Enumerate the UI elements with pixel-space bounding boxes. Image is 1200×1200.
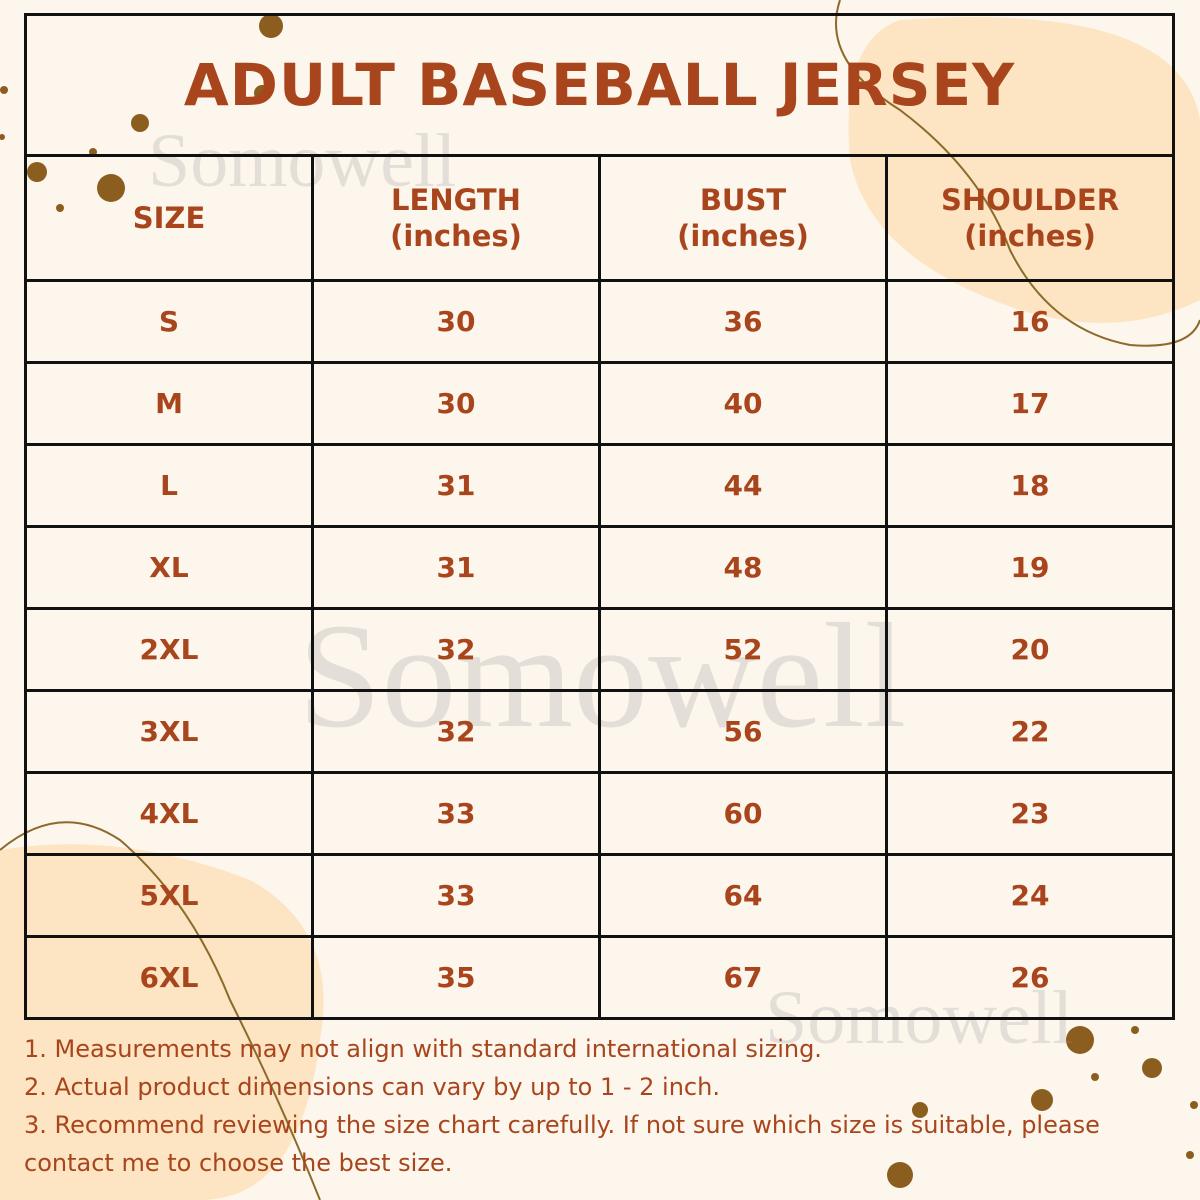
cell-length: 32 <box>311 689 601 774</box>
size-chart-table: ADULT BASEBALL JERSEY SIZE LENGTH (inches… <box>24 13 1175 1020</box>
header-shoulder: SHOULDER (inches) <box>885 154 1175 282</box>
note-2: 2. Actual product dimensions can vary by… <box>24 1073 720 1101</box>
cell-size: XL <box>24 525 314 610</box>
cell-shoulder: 20 <box>885 607 1175 692</box>
cell-bust: 48 <box>598 525 888 610</box>
cell-shoulder: 24 <box>885 853 1175 938</box>
cell-shoulder: 23 <box>885 771 1175 856</box>
table-row: 3XL 32 56 22 <box>24 689 1175 774</box>
cell-size: 2XL <box>24 607 314 692</box>
cell-shoulder: 16 <box>885 279 1175 364</box>
cell-length: 30 <box>311 279 601 364</box>
note-3: 3. Recommend reviewing the size chart ca… <box>24 1111 1100 1177</box>
cell-size: M <box>24 361 314 446</box>
cell-shoulder: 26 <box>885 935 1175 1020</box>
table-row: 4XL 33 60 23 <box>24 771 1175 856</box>
cell-size: 3XL <box>24 689 314 774</box>
cell-length: 32 <box>311 607 601 692</box>
cell-shoulder: 18 <box>885 443 1175 528</box>
cell-shoulder: 17 <box>885 361 1175 446</box>
cell-bust: 64 <box>598 853 888 938</box>
cell-size: S <box>24 279 314 364</box>
header-size: SIZE <box>24 154 314 282</box>
cell-length: 30 <box>311 361 601 446</box>
table-row: S 30 36 16 <box>24 279 1175 364</box>
note-1: 1. Measurements may not align with stand… <box>24 1035 822 1063</box>
cell-size: 5XL <box>24 853 314 938</box>
chart-title: ADULT BASEBALL JERSEY <box>24 13 1175 157</box>
cell-length: 33 <box>311 853 601 938</box>
table-row: L 31 44 18 <box>24 443 1175 528</box>
cell-bust: 36 <box>598 279 888 364</box>
cell-length: 35 <box>311 935 601 1020</box>
table-row: M 30 40 17 <box>24 361 1175 446</box>
cell-bust: 44 <box>598 443 888 528</box>
table-row: 5XL 33 64 24 <box>24 853 1175 938</box>
notes: 1. Measurements may not align with stand… <box>24 1030 1114 1182</box>
cell-bust: 52 <box>598 607 888 692</box>
table-row: XL 31 48 19 <box>24 525 1175 610</box>
table-row: 6XL 35 67 26 <box>24 935 1175 1020</box>
cell-size: 6XL <box>24 935 314 1020</box>
cell-size: L <box>24 443 314 528</box>
header-row: SIZE LENGTH (inches) BUST (inches) SHOULDE… <box>24 154 1175 282</box>
cell-length: 31 <box>311 525 601 610</box>
cell-length: 31 <box>311 443 601 528</box>
cell-length: 33 <box>311 771 601 856</box>
cell-bust: 60 <box>598 771 888 856</box>
cell-size: 4XL <box>24 771 314 856</box>
cell-shoulder: 19 <box>885 525 1175 610</box>
cell-bust: 67 <box>598 935 888 1020</box>
header-length: LENGTH (inches) <box>311 154 601 282</box>
cell-bust: 56 <box>598 689 888 774</box>
cell-shoulder: 22 <box>885 689 1175 774</box>
header-bust: BUST (inches) <box>598 154 888 282</box>
cell-bust: 40 <box>598 361 888 446</box>
table-row: 2XL 32 52 20 <box>24 607 1175 692</box>
